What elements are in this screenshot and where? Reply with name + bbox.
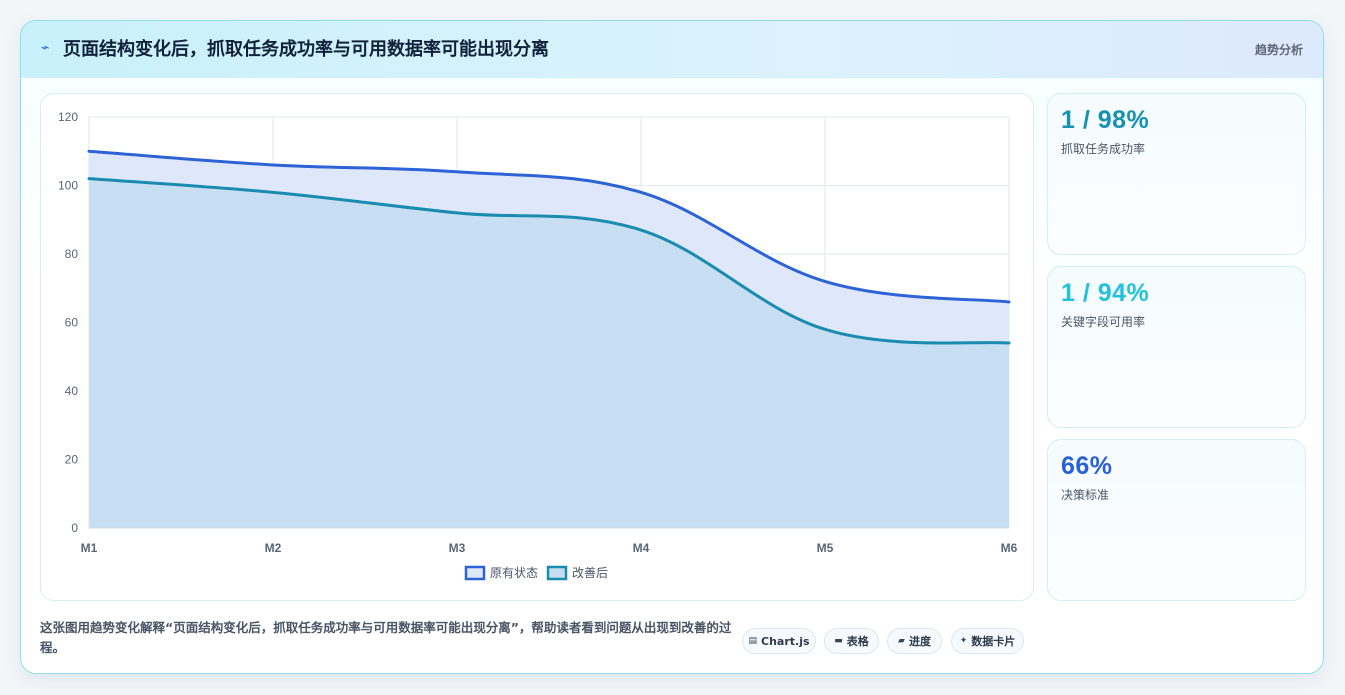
area-chart: 0 20 40 60 80 100 120 M1 M2 M3 M4 M5 M6 原有状态 改善后 <box>58 110 1018 581</box>
legend-label: 原有状态 <box>490 566 538 580</box>
sparkle-icon: ✦ <box>959 636 968 646</box>
stat-label: 抓取任务成功率 <box>1061 142 1146 156</box>
stat-value: 66% <box>1061 452 1113 480</box>
chart-description: 这张图用趋势变化解释“页面结构变化后，抓取任务成功率与可用数据率可能出现分离”，… <box>40 620 732 655</box>
pill-chartjs[interactable]: ▤ Chart.js <box>742 628 816 654</box>
stat-card-decision-standard: 66% 决策标准 <box>1047 439 1306 601</box>
x-tick-label: M4 <box>633 541 650 555</box>
x-tick-label: M3 <box>449 541 466 555</box>
y-tick-label: 100 <box>58 179 78 193</box>
legend-swatch <box>464 565 486 581</box>
pill-table[interactable]: ▬ 表格 <box>824 628 879 654</box>
chart-card: ⌁ 页面结构变化后，抓取任务成功率与可用数据率可能出现分离 趋势分析 0 20 40… <box>20 20 1324 674</box>
x-tick-label: M1 <box>81 541 98 555</box>
legend-swatch <box>546 565 568 581</box>
x-tick-label: M5 <box>817 541 834 555</box>
y-tick-label: 80 <box>65 247 79 261</box>
pill-label: 数据卡片 <box>971 635 1016 648</box>
pill-label: 表格 <box>846 635 869 648</box>
x-tick-label: M6 <box>1001 541 1018 555</box>
lightning-icon: ⌁ <box>39 39 51 57</box>
x-tick-label: M2 <box>265 541 282 555</box>
chart-panel: 0 20 40 60 80 100 120 M1 M2 M3 M4 M5 M6 原有状态 改善后 <box>40 93 1034 601</box>
pill-label: 进度 <box>908 635 931 648</box>
y-tick-label: 60 <box>65 316 79 330</box>
progress-icon: ▰ <box>898 636 905 646</box>
stat-card-success-rate: 1 / 98% 抓取任务成功率 <box>1047 93 1306 255</box>
stat-card-field-availability: 1 / 94% 关键字段可用率 <box>1047 266 1306 428</box>
pill-data-card[interactable]: ✦ 数据卡片 <box>951 628 1024 654</box>
legend-label: 改善后 <box>572 565 608 580</box>
stat-label: 决策标准 <box>1061 488 1110 502</box>
chart-icon: ▤ <box>748 636 757 646</box>
pill-label: Chart.js <box>761 634 810 648</box>
y-tick-label: 20 <box>65 453 79 467</box>
series-area <box>89 178 1009 528</box>
series-line <box>87 177 1011 345</box>
stat-label: 关键字段可用率 <box>1061 315 1146 329</box>
page-title: 页面结构变化后，抓取任务成功率与可用数据率可能出现分离 <box>63 39 549 60</box>
stat-value: 1 / 94% <box>1061 279 1150 307</box>
pill-progress[interactable]: ▰ 进度 <box>887 628 942 654</box>
stat-value: 1 / 98% <box>1061 106 1150 134</box>
trend-analysis-tag: 趋势分析 <box>1254 43 1303 57</box>
card-header: ⌁ 页面结构变化后，抓取任务成功率与可用数据率可能出现分离 趋势分析 <box>21 21 1323 78</box>
y-tick-label: 120 <box>58 110 78 124</box>
series-line <box>87 149 1011 304</box>
y-tick-label: 40 <box>65 384 79 398</box>
y-tick-label: 0 <box>71 521 78 535</box>
table-icon: ▬ <box>834 636 843 646</box>
